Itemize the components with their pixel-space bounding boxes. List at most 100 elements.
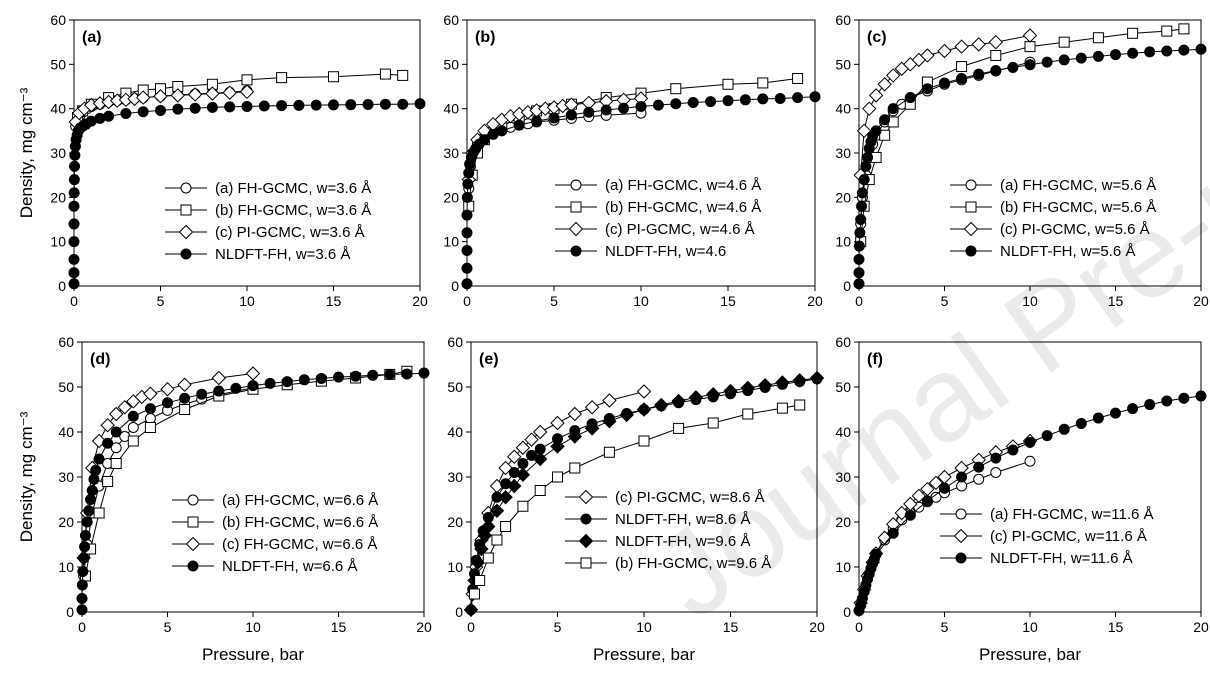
data-point <box>920 48 935 63</box>
data-point <box>928 475 944 491</box>
data-point <box>76 579 88 591</box>
data-point <box>515 440 531 455</box>
data-point <box>1127 27 1139 39</box>
legend-marker <box>955 508 967 520</box>
data-point <box>328 99 339 111</box>
data-point <box>792 73 804 85</box>
data-point <box>569 462 581 474</box>
data-point <box>652 99 664 111</box>
data-point <box>670 83 682 95</box>
data-point <box>1195 43 1207 55</box>
data-point <box>160 382 175 397</box>
y-tick-label: 20 <box>50 189 66 205</box>
data-point <box>513 119 525 131</box>
data-point <box>526 449 538 461</box>
data-point <box>127 435 139 447</box>
data-point <box>911 488 927 504</box>
data-point <box>108 406 124 422</box>
data-point <box>971 37 986 52</box>
data-point <box>461 191 473 203</box>
y-tick-label: 60 <box>50 12 66 28</box>
data-point <box>809 91 821 103</box>
legend-marker <box>965 201 977 213</box>
legend-entry: NLDFT-FH, w=3.6 Å <box>215 246 350 263</box>
y-tick-label: 60 <box>835 334 851 350</box>
y-tick-label: 30 <box>58 469 74 485</box>
data-point <box>792 373 807 388</box>
series-3 <box>463 370 825 617</box>
data-point <box>1092 412 1104 424</box>
legend-entry: (c) PI-GCMC, w=11.6 Å <box>990 528 1147 545</box>
data-point <box>774 92 786 104</box>
series-line <box>466 96 816 284</box>
y-tick-label: 50 <box>835 379 851 395</box>
legend-marker <box>187 494 199 506</box>
data-point <box>498 460 513 476</box>
y-tick-label: 50 <box>447 379 463 395</box>
data-point <box>79 530 91 541</box>
chart-panel-c: 0 5 10 15 20 0 10 20 30 40 50 60 (c) (a) FH-GCMC, w=5… <box>835 12 1209 309</box>
data-point <box>638 435 650 447</box>
data-point <box>310 99 322 111</box>
y-tick-label: 10 <box>835 234 851 250</box>
data-point <box>954 39 969 54</box>
data-point <box>534 485 546 496</box>
x-tick-label: 10 <box>633 293 649 309</box>
data-point <box>379 98 391 110</box>
legend-entry: (a) FH-GCMC, w=11.6 Å <box>990 506 1154 523</box>
data-point <box>548 112 560 124</box>
data-point <box>635 100 647 112</box>
data-point <box>276 100 288 112</box>
y-tick-label: 10 <box>443 234 459 250</box>
x-tick-label: 15 <box>331 619 347 635</box>
data-point <box>855 214 867 225</box>
data-point <box>670 98 682 110</box>
data-point <box>532 424 548 440</box>
data-point <box>673 422 685 434</box>
x-tick-label: 0 <box>855 619 863 635</box>
data-point <box>973 461 985 473</box>
legend-marker <box>578 489 594 505</box>
data-point <box>671 393 686 409</box>
series-3 <box>853 28 1038 183</box>
data-point <box>100 418 115 433</box>
data-point <box>973 68 985 80</box>
data-point <box>956 61 968 73</box>
data-point <box>1024 59 1036 71</box>
legend-marker <box>187 560 199 572</box>
data-point <box>1058 36 1070 48</box>
legend: (a) FH-GCMC, w=4.6 Å (b) FH-GCMC, w=4.6 Å… <box>555 177 761 260</box>
y-tick-label: 20 <box>58 514 74 530</box>
data-point <box>258 100 270 112</box>
data-point <box>550 415 565 431</box>
data-point <box>517 500 529 512</box>
y-tick-label: 60 <box>443 12 459 28</box>
legend-entry: (b) FH-GCMC, w=5.6 Å <box>1000 199 1156 216</box>
data-point <box>532 451 548 467</box>
data-point <box>956 73 968 85</box>
y-axis-label: Density, mg cm⁻³ <box>17 87 36 218</box>
data-point <box>856 123 872 139</box>
data-point <box>904 509 916 521</box>
data-point <box>1075 417 1087 429</box>
panel-label: (a) <box>82 29 102 46</box>
x-tick-label: 5 <box>941 619 949 635</box>
x-tick-label: 15 <box>1108 293 1124 309</box>
y-tick-label: 10 <box>50 234 66 250</box>
legend: (a) FH-GCMC, w=11.6 Å (c) PI-GCMC, w=11.6… <box>940 506 1154 567</box>
series-3 <box>68 84 255 130</box>
data-point <box>956 471 968 483</box>
data-point <box>144 422 156 433</box>
data-point <box>264 377 276 389</box>
data-point <box>117 400 132 415</box>
y-tick-label: 60 <box>58 334 74 350</box>
data-point <box>414 98 426 110</box>
legend-entry: (a) FH-GCMC, w=3.6 Å <box>215 180 371 197</box>
y-tick-label: 0 <box>843 278 851 294</box>
data-point <box>567 429 583 444</box>
data-point <box>76 593 88 604</box>
legend-entry: (a) FH-GCMC, w=4.6 Å <box>605 177 761 194</box>
x-axis-label: Pressure, bar <box>979 645 1081 664</box>
legend-marker <box>180 182 192 194</box>
legend-marker <box>568 221 584 237</box>
